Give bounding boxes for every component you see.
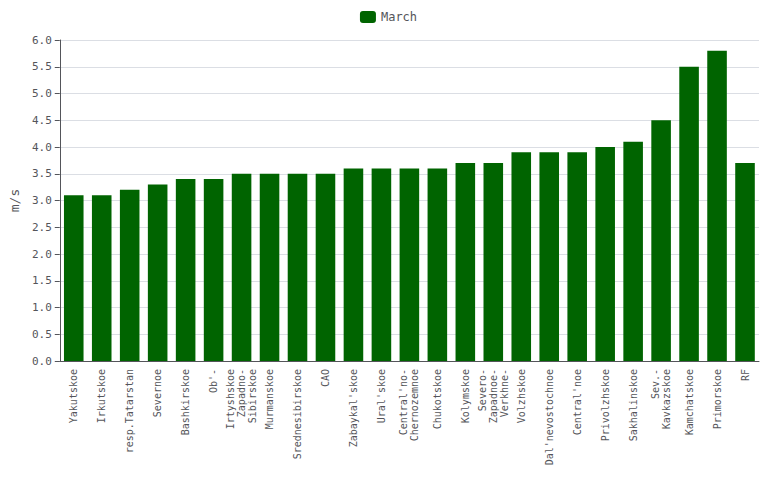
svg-text:0.0: 0.0 — [32, 355, 52, 368]
svg-text:Zabaykal'skoe: Zabaykal'skoe — [348, 369, 359, 447]
svg-text:Ob'-: Ob'- — [208, 369, 219, 393]
svg-text:Irtyshskoe: Irtyshskoe — [225, 369, 236, 429]
svg-text:1.0: 1.0 — [32, 301, 52, 314]
svg-text:m/s: m/s — [7, 189, 22, 212]
svg-text:CAO: CAO — [320, 369, 331, 387]
svg-text:RF: RF — [740, 369, 751, 381]
svg-text:Kamchatskoe: Kamchatskoe — [684, 369, 695, 435]
svg-text:Yakutskoe: Yakutskoe — [68, 369, 79, 423]
svg-text:Murmanskoe: Murmanskoe — [264, 369, 275, 429]
svg-text:5.0: 5.0 — [32, 87, 52, 100]
svg-text:Chernozemnoe: Chernozemnoe — [409, 369, 420, 441]
svg-text:March: March — [381, 10, 417, 24]
svg-text:Chukotskoe: Chukotskoe — [432, 369, 443, 429]
svg-text:2.0: 2.0 — [32, 248, 52, 261]
svg-text:Kolymskoe: Kolymskoe — [460, 369, 471, 423]
svg-text:2.5: 2.5 — [32, 221, 52, 234]
svg-text:Zapadnoe-: Zapadnoe- — [488, 369, 499, 423]
svg-text:0.5: 0.5 — [32, 328, 52, 341]
svg-text:Sibirskoe: Sibirskoe — [247, 369, 258, 423]
svg-text:Ural'skoe: Ural'skoe — [376, 369, 387, 423]
svg-text:1.5: 1.5 — [32, 274, 52, 287]
svg-text:Primorskoe: Primorskoe — [712, 369, 723, 429]
svg-text:Central'no-: Central'no- — [398, 369, 409, 435]
svg-text:Privolzhskoe: Privolzhskoe — [600, 369, 611, 441]
svg-text:3.0: 3.0 — [32, 194, 52, 207]
svg-text:Zapadno-: Zapadno- — [236, 369, 247, 417]
svg-text:4.0: 4.0 — [32, 141, 52, 154]
svg-text:Verkhne-: Verkhne- — [499, 369, 510, 417]
svg-text:Bashkirskoe: Bashkirskoe — [180, 369, 191, 435]
svg-text:6.0: 6.0 — [32, 34, 52, 47]
svg-text:Dal'nevostochnoe: Dal'nevostochnoe — [544, 369, 555, 465]
svg-text:5.5: 5.5 — [32, 60, 52, 73]
svg-text:3.5: 3.5 — [32, 167, 52, 180]
svg-text:Srednesibirskoe: Srednesibirskoe — [292, 369, 303, 459]
svg-text:Irkutskoe: Irkutskoe — [96, 369, 107, 423]
svg-text:Severo-: Severo- — [477, 369, 488, 411]
svg-text:Kavkazskoe: Kavkazskoe — [661, 369, 672, 429]
svg-text:Volzhskoe: Volzhskoe — [516, 369, 527, 423]
svg-text:Sakhalinskoe: Sakhalinskoe — [628, 369, 639, 441]
svg-text:Sev.-: Sev.- — [650, 369, 661, 399]
svg-text:4.5: 4.5 — [32, 114, 52, 127]
svg-text:Central'noe: Central'noe — [572, 369, 583, 435]
svg-text:Severnoe: Severnoe — [152, 369, 163, 417]
svg-text:resp.Tatarstan: resp.Tatarstan — [124, 369, 135, 453]
